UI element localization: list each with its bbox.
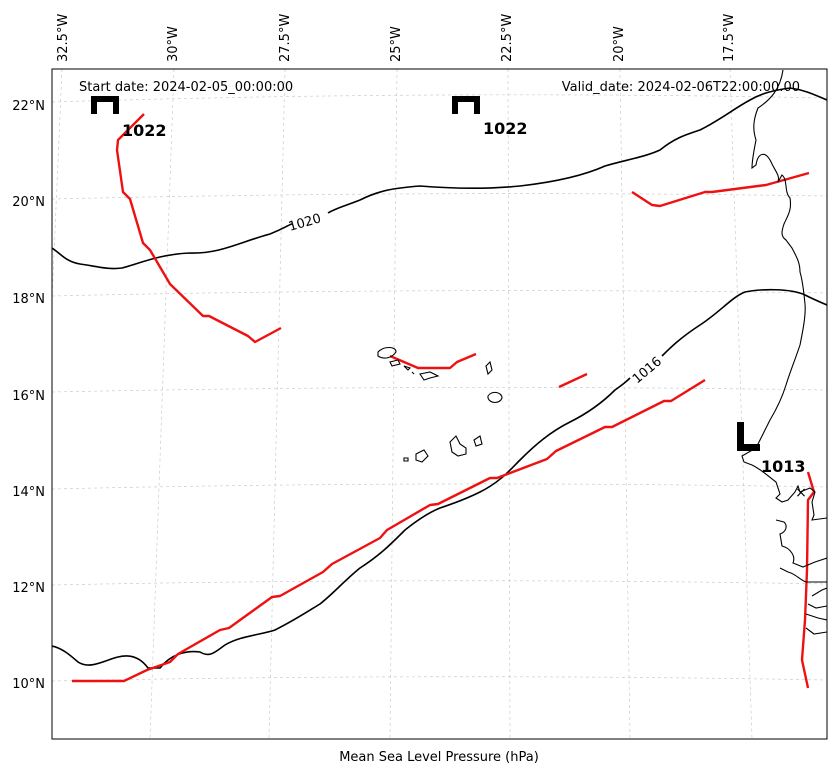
isobars xyxy=(52,87,827,669)
island xyxy=(419,371,440,381)
africa-coastline xyxy=(741,69,827,521)
meridian xyxy=(268,69,286,739)
lat-tick-label: 20°N xyxy=(12,195,45,210)
island xyxy=(449,435,467,457)
isobar-1016-line xyxy=(52,288,827,669)
start-date-label: Start date: 2024-02-05_00:00:00 xyxy=(79,80,293,95)
coastline-segment xyxy=(779,567,827,583)
longitude-tick-labels: 32.5°W 30°W 27.5°W 25°W 22.5°W 20°W 17.5… xyxy=(56,14,737,62)
island xyxy=(415,449,429,463)
island xyxy=(411,371,415,375)
high-pressure-value: 1022 xyxy=(122,121,167,140)
meridian xyxy=(389,69,398,739)
lat-tick-label: 14°N xyxy=(12,485,45,500)
meridian xyxy=(619,69,631,739)
meridian xyxy=(52,69,63,301)
map-title: Mean Sea Level Pressure (hPa) xyxy=(339,750,539,765)
island xyxy=(403,457,409,462)
front-line xyxy=(800,471,816,689)
lat-tick-label: 16°N xyxy=(12,389,45,404)
island xyxy=(473,435,483,447)
graticule xyxy=(52,69,827,739)
plot-frame xyxy=(51,68,828,740)
coastlines xyxy=(377,69,827,635)
high-symbol-icon xyxy=(91,96,119,114)
lat-tick-label: 22°N xyxy=(12,99,45,114)
lon-tick-label: 20°W xyxy=(612,26,627,62)
high-symbol-icon xyxy=(452,96,480,114)
coastline-segment xyxy=(775,519,827,568)
parallel xyxy=(52,676,827,682)
lat-tick-label: 18°N xyxy=(12,292,45,307)
meridian xyxy=(729,69,753,739)
lon-tick-label: 22.5°W xyxy=(500,14,515,62)
lon-tick-label: 25°W xyxy=(389,26,404,62)
station-marker: × xyxy=(795,485,807,501)
front-line xyxy=(115,113,282,344)
high-pressure-2: 1022 xyxy=(452,96,528,138)
lat-tick-label: 12°N xyxy=(12,581,45,596)
parallel xyxy=(52,290,827,297)
latitude-tick-labels: 22°N 20°N 18°N 16°N 14°N 12°N 10°N xyxy=(12,99,45,692)
isobar-label-1020: 1020 xyxy=(287,211,323,235)
high-pressure-value: 1022 xyxy=(483,119,528,138)
island xyxy=(377,346,397,359)
meridian xyxy=(507,69,511,739)
lon-tick-label: 27.5°W xyxy=(278,14,293,62)
low-symbol-icon xyxy=(737,422,760,451)
isobar-1020-line xyxy=(52,87,827,270)
high-pressure-1: 1022 xyxy=(91,96,167,140)
isobar-label-1016: 1016 xyxy=(630,354,665,387)
parallel xyxy=(52,193,827,200)
front-line xyxy=(389,352,477,370)
island xyxy=(485,360,493,376)
front-line xyxy=(72,378,706,683)
fronts xyxy=(72,113,816,689)
island xyxy=(487,391,503,404)
coastline-segment xyxy=(805,587,827,635)
lon-tick-label: 32.5°W xyxy=(56,14,71,62)
meridian xyxy=(149,69,175,739)
lon-tick-label: 17.5°W xyxy=(722,14,737,62)
low-pressure-value: 1013 xyxy=(761,457,806,476)
front-line xyxy=(558,372,588,389)
island xyxy=(389,359,401,367)
lat-tick-label: 10°N xyxy=(12,677,45,692)
parallel xyxy=(52,94,827,103)
valid-date-label: Valid_date: 2024-02-06T22:00:00.00 xyxy=(562,80,800,95)
parallel xyxy=(52,387,827,393)
front-line xyxy=(631,171,810,208)
low-pressure-1: 1013 xyxy=(737,422,806,476)
parallel xyxy=(52,580,827,586)
lon-tick-label: 30°W xyxy=(166,26,181,62)
island xyxy=(403,365,412,371)
parallel xyxy=(52,483,827,490)
